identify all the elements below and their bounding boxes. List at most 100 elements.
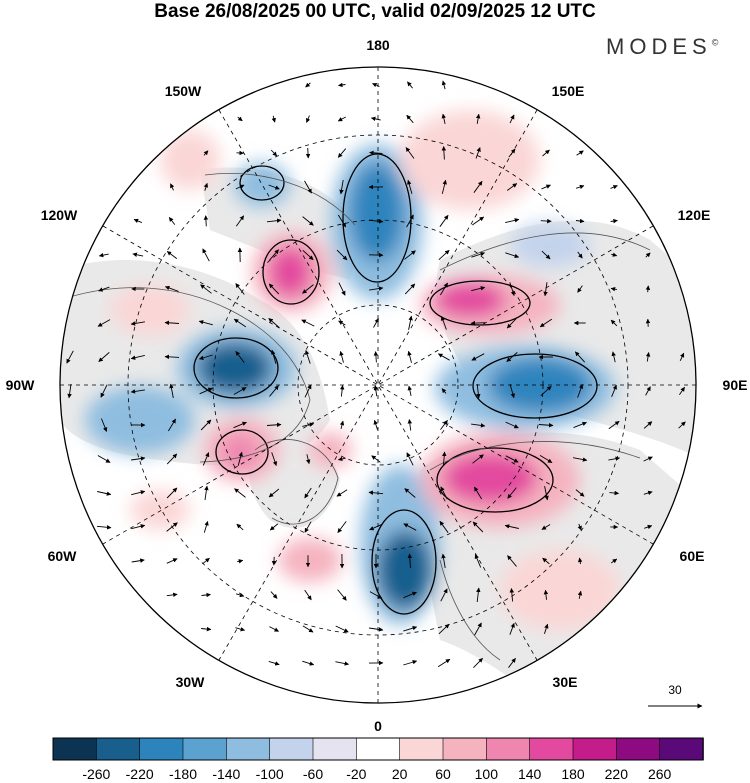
wind-vector bbox=[271, 349, 277, 364]
wind-vector bbox=[337, 148, 347, 158]
meridian-120-300 bbox=[102, 225, 654, 545]
wind-vector bbox=[540, 218, 552, 224]
wind-vector bbox=[338, 282, 346, 296]
wind-vector bbox=[472, 521, 484, 533]
longitude-labels: 180 150E 120E 90E 60E 30E 0 30W 60W 90W … bbox=[6, 37, 748, 734]
wind-vector bbox=[574, 351, 586, 363]
wind-vector bbox=[168, 217, 176, 225]
wind-vector bbox=[302, 422, 315, 427]
wind-vector bbox=[611, 351, 616, 363]
wind-vector bbox=[544, 486, 549, 501]
wind-vector bbox=[474, 486, 482, 500]
wind-vector bbox=[233, 318, 247, 328]
wind-vector bbox=[441, 146, 447, 160]
wind-vector bbox=[270, 591, 278, 599]
wind-vector bbox=[541, 184, 551, 190]
wind-vector bbox=[575, 218, 585, 224]
lon-label-150e: 150E bbox=[552, 83, 585, 99]
neg-anomaly-hudson bbox=[85, 386, 195, 454]
colorbar-box bbox=[659, 737, 704, 761]
wind-vector bbox=[369, 523, 383, 531]
wind-vector bbox=[268, 184, 280, 190]
wind-vector bbox=[305, 147, 311, 159]
wind-vector bbox=[441, 388, 447, 394]
wind-vector bbox=[97, 491, 112, 496]
wind-vector bbox=[542, 557, 550, 565]
wind-vector bbox=[543, 282, 548, 297]
wind-vector bbox=[438, 623, 450, 635]
wind-vector bbox=[645, 252, 651, 258]
wind-vector bbox=[610, 319, 618, 327]
wind-vector bbox=[509, 384, 515, 399]
colorbar-box bbox=[486, 737, 531, 761]
colorbar-box bbox=[529, 737, 574, 761]
wind-vector bbox=[203, 520, 209, 533]
wind-vector bbox=[643, 421, 653, 429]
contour-greenland bbox=[215, 429, 269, 475]
brand-logo: MODES© bbox=[606, 34, 718, 60]
wind-vector bbox=[441, 80, 447, 90]
wind-vector bbox=[164, 320, 180, 326]
wind-vector bbox=[335, 661, 350, 666]
wind-vector bbox=[470, 320, 486, 326]
wind-vector bbox=[370, 116, 381, 122]
wind-vector bbox=[442, 451, 447, 467]
wind-vector bbox=[407, 81, 413, 89]
wind-vector bbox=[67, 384, 72, 399]
wind-vector bbox=[505, 252, 520, 259]
colorbar-tick-label: 140 bbox=[518, 766, 542, 782]
wind-vector bbox=[505, 218, 520, 224]
wind-vector bbox=[471, 353, 485, 361]
wind-vector bbox=[611, 384, 617, 397]
coast-europe bbox=[429, 441, 641, 471]
colorbar-tick-label: 180 bbox=[561, 766, 585, 782]
contour-aleutian bbox=[239, 165, 285, 201]
wind-vector bbox=[437, 658, 451, 668]
wind-vector bbox=[235, 592, 245, 598]
wind-vector bbox=[201, 626, 212, 632]
wind-vector bbox=[573, 457, 588, 462]
wind-vector bbox=[269, 626, 279, 632]
wind-vector bbox=[170, 183, 175, 191]
lon-label-120e: 120E bbox=[678, 207, 711, 223]
wind-vector bbox=[373, 318, 379, 328]
lon-label-60e: 60E bbox=[680, 548, 705, 564]
wind-vector bbox=[369, 627, 384, 632]
wind-vector bbox=[338, 82, 346, 88]
colorbar-box bbox=[616, 737, 661, 761]
wind-vector bbox=[131, 490, 146, 496]
wind-vector bbox=[337, 116, 347, 122]
pos-anomaly-east-siberia-core bbox=[434, 282, 506, 318]
wind-vector bbox=[404, 488, 416, 498]
wind-vector bbox=[573, 421, 587, 429]
wind-vector bbox=[645, 285, 651, 293]
wind-vector bbox=[302, 216, 314, 226]
wind-vector bbox=[269, 385, 279, 397]
wind-vector bbox=[96, 525, 112, 530]
lon-label-90w: 90W bbox=[6, 377, 36, 393]
colorbar-tick-labels: -260 -220 -180 -140 -100 -60 -20 20 60 100 140 180 2… bbox=[82, 766, 671, 782]
pos-anomaly-baffin bbox=[308, 432, 352, 468]
wind-vector bbox=[476, 587, 481, 603]
wind-vector bbox=[200, 419, 212, 431]
wind-vector bbox=[237, 559, 244, 564]
wind-vector bbox=[237, 116, 243, 122]
wind-vector bbox=[473, 180, 483, 193]
wind-vector bbox=[403, 591, 417, 599]
wind-vector bbox=[506, 352, 518, 362]
meridian-30-210 bbox=[218, 109, 538, 661]
wind-vector bbox=[339, 384, 345, 397]
wind-vector bbox=[438, 353, 450, 361]
wind-vector bbox=[505, 455, 519, 463]
wind-vector bbox=[100, 384, 108, 398]
wind-vector bbox=[305, 454, 311, 465]
wind-vector bbox=[164, 354, 180, 360]
wind-vector bbox=[271, 452, 278, 467]
wind-vector bbox=[131, 558, 145, 563]
wind-vector bbox=[271, 115, 277, 123]
wind-vector bbox=[369, 286, 384, 291]
wind-vector bbox=[643, 490, 653, 496]
wind-vector bbox=[369, 591, 383, 599]
wind-vector bbox=[302, 625, 314, 633]
wind-vector bbox=[577, 285, 583, 293]
